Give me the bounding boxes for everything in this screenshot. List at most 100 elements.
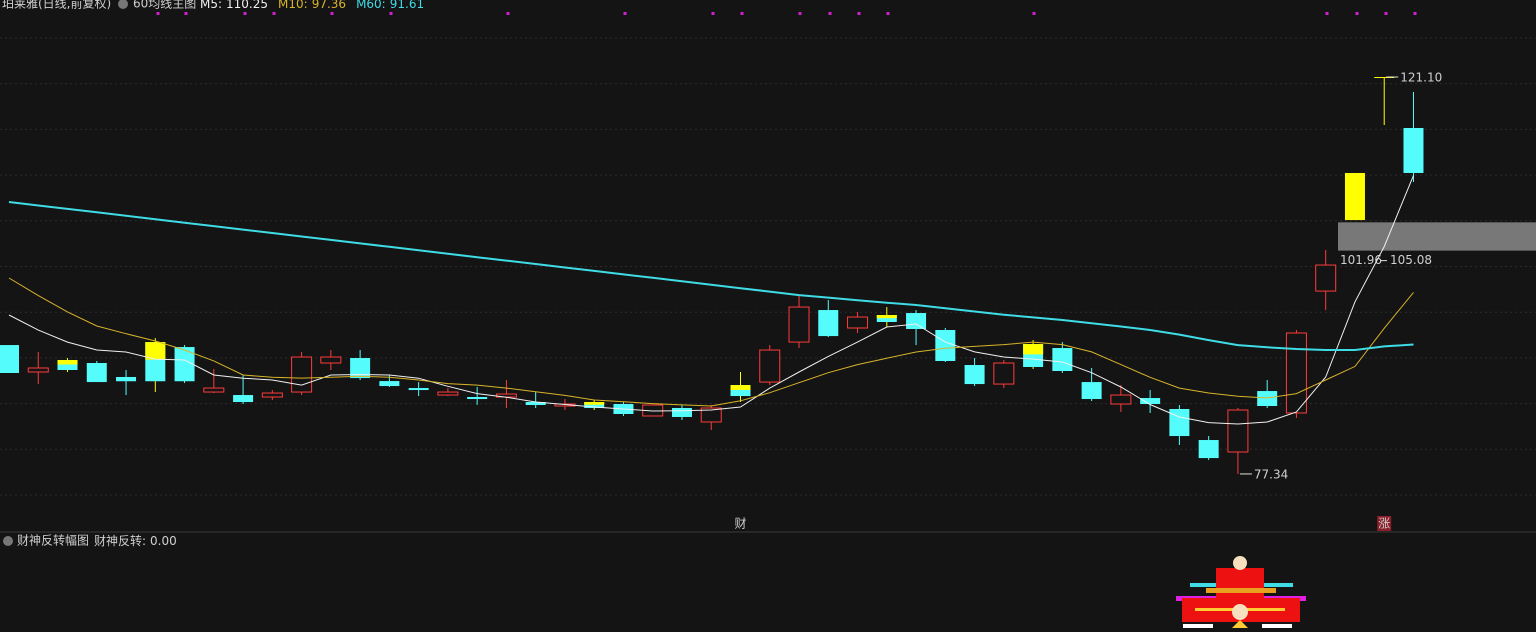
legend-name: M10: bbox=[278, 0, 308, 11]
candle-body bbox=[1198, 440, 1219, 459]
signal-dot bbox=[506, 12, 510, 15]
candle-body bbox=[57, 360, 78, 370]
signal-dot bbox=[1032, 12, 1036, 15]
candle-body bbox=[1374, 77, 1395, 79]
price-band bbox=[1338, 222, 1536, 251]
annotation-label: 121.10 bbox=[1400, 71, 1442, 85]
candle-body bbox=[1344, 172, 1365, 221]
candle-body bbox=[935, 329, 956, 362]
icon-coin bbox=[1232, 604, 1248, 620]
signal-dot bbox=[711, 12, 715, 15]
legend-name: M5: bbox=[200, 0, 222, 11]
sub-indicator-name: 财神反转: bbox=[94, 533, 146, 548]
candle-body bbox=[116, 376, 137, 382]
sub-indicator-icon bbox=[3, 536, 13, 546]
candle-body bbox=[1140, 398, 1161, 405]
signal-dot bbox=[740, 12, 744, 15]
marker: 财 bbox=[734, 517, 746, 531]
signal-dot bbox=[828, 12, 832, 15]
marker: 涨 bbox=[1378, 516, 1390, 531]
candle-highlight bbox=[57, 360, 78, 365]
grid bbox=[0, 37, 1536, 496]
candle-body bbox=[320, 356, 342, 364]
candle-highlight bbox=[145, 342, 166, 360]
sub-chart-legend: 财神反转: 0.00 bbox=[94, 533, 177, 548]
candle-body bbox=[203, 387, 225, 393]
candle-body bbox=[233, 395, 254, 403]
marker-box bbox=[1377, 516, 1392, 531]
candle-body bbox=[671, 408, 692, 417]
signal-dot bbox=[156, 12, 160, 15]
candle-body bbox=[584, 402, 605, 409]
ma-line bbox=[8, 175, 1414, 425]
icon-tip bbox=[1232, 620, 1248, 628]
signal-dot bbox=[272, 12, 276, 15]
candle-body bbox=[408, 388, 429, 391]
candle-body bbox=[467, 397, 488, 400]
legend-value: 97.36 bbox=[312, 0, 346, 11]
signal-dot bbox=[389, 12, 393, 15]
candle-body bbox=[1081, 382, 1102, 400]
candle-body bbox=[700, 407, 722, 423]
signal-dot bbox=[330, 12, 334, 15]
legend-value: 110.25 bbox=[226, 0, 268, 11]
candle-body bbox=[1315, 264, 1337, 292]
candle-body bbox=[1257, 391, 1278, 407]
candle-body bbox=[847, 316, 869, 329]
candle-body bbox=[350, 358, 371, 379]
candle-body bbox=[1403, 127, 1424, 173]
candle-body bbox=[1285, 332, 1307, 414]
candle-body bbox=[964, 365, 985, 385]
candle-highlight bbox=[1023, 344, 1044, 355]
signal-dot bbox=[798, 12, 802, 15]
candle-body bbox=[86, 363, 107, 383]
candle-body bbox=[0, 345, 19, 373]
candle-body bbox=[261, 392, 283, 398]
chart-title: 珀莱雅(日线,前复权) bbox=[2, 0, 111, 11]
candle-highlight bbox=[730, 385, 751, 390]
sub-indicator-value: 0.00 bbox=[150, 534, 177, 548]
candle-body bbox=[759, 349, 781, 383]
signal-dot bbox=[857, 12, 861, 15]
candle-highlight bbox=[876, 315, 897, 319]
signal-dot bbox=[1413, 12, 1417, 15]
candle-body bbox=[993, 362, 1015, 385]
candle-body bbox=[876, 315, 897, 323]
icon-bar bbox=[1262, 624, 1292, 628]
candle-body bbox=[818, 310, 839, 337]
band-label: 101.96 bbox=[1340, 253, 1382, 267]
candle-body bbox=[906, 313, 927, 329]
legend-name: M60: bbox=[356, 0, 386, 11]
ma-line bbox=[8, 277, 1414, 407]
candle-body bbox=[1110, 394, 1132, 405]
indicator-icon bbox=[118, 0, 128, 9]
candle-body bbox=[1227, 409, 1249, 453]
candle-body bbox=[379, 381, 400, 387]
signal-dot bbox=[243, 12, 247, 15]
candle-body bbox=[1169, 409, 1190, 437]
legend: M5: 110.25 M10: 97.36 M60: 91.61 bbox=[200, 0, 424, 11]
signal-dot bbox=[1384, 12, 1388, 15]
annotation-label: 77.34 bbox=[1254, 467, 1288, 481]
candle-body bbox=[27, 367, 49, 373]
band-label: 105.08 bbox=[1390, 253, 1432, 267]
sub-chart-title: 财神反转幅图 bbox=[17, 533, 89, 548]
candle-highlight bbox=[584, 402, 605, 405]
candle-body bbox=[437, 391, 459, 396]
icon-bar bbox=[1183, 624, 1213, 628]
candle-body bbox=[525, 402, 546, 406]
signal-dot bbox=[886, 12, 890, 15]
candle-body bbox=[174, 347, 195, 382]
wealth-icon bbox=[1176, 556, 1306, 628]
signal-dot bbox=[184, 12, 188, 15]
candle-body bbox=[788, 306, 810, 343]
signal-dot bbox=[623, 12, 627, 15]
signal-dot bbox=[1325, 12, 1329, 15]
indicator-name: 60均线主图 bbox=[133, 0, 196, 11]
candle-body bbox=[730, 385, 751, 397]
legend-value: 91.61 bbox=[390, 0, 424, 11]
icon-body bbox=[1216, 568, 1264, 598]
icon-coin bbox=[1233, 556, 1247, 570]
